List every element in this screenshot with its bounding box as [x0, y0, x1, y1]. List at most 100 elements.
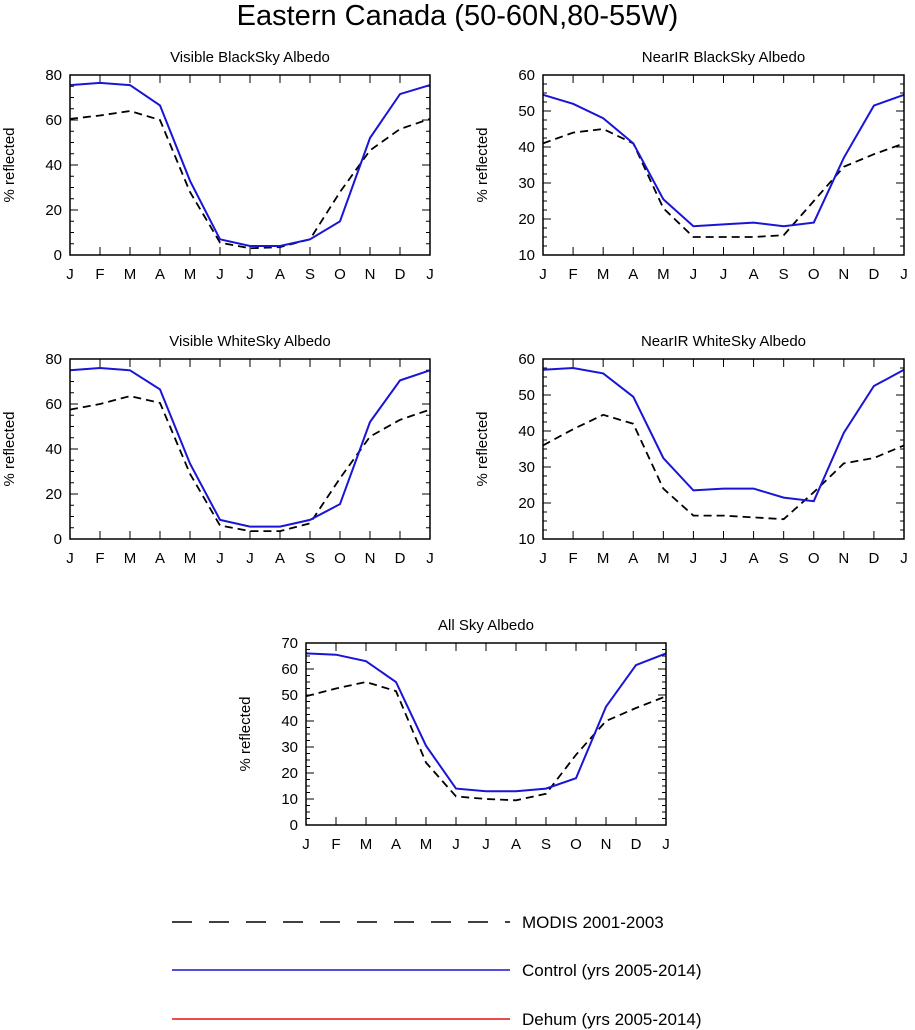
y-tick-label: 10 [518, 531, 535, 548]
y-tick-label: 60 [518, 351, 535, 368]
x-tick-label: A [155, 550, 165, 567]
x-tick-label: J [302, 836, 310, 853]
y-tick-label: 30 [518, 175, 535, 192]
x-tick-label: D [395, 550, 406, 567]
legend-item-3: Dehum (yrs 2005-2014) [172, 1010, 702, 1029]
y-tick-label: 30 [518, 459, 535, 476]
y-tick-label: 70 [281, 635, 298, 652]
y-axis-label: % reflected [1, 127, 18, 202]
series-line-modis [69, 395, 431, 532]
x-tick-label: M [597, 550, 610, 567]
plot-frame [69, 358, 431, 540]
legend: MODIS 2001-2003 Control (yrs 2005-2014) De… [172, 913, 702, 1029]
y-tick-label: 50 [518, 387, 535, 404]
y-tick-label: 20 [518, 495, 535, 512]
y-axis-label: % reflected [237, 696, 254, 771]
y-axis-label: % reflected [474, 127, 491, 202]
chart-panel-3: Visible WhiteSky Albedo % reflected 0 20 40 6… [1, 333, 434, 567]
x-tick-label: F [568, 266, 577, 283]
y-axis-label: % reflected [474, 411, 491, 486]
x-tick-label: M [184, 550, 197, 567]
panel-title: All Sky Albedo [438, 617, 534, 634]
x-tick-label: A [391, 836, 401, 853]
series-line-control [305, 652, 667, 793]
x-tick-label: J [66, 266, 74, 283]
x-tick-label: J [246, 550, 254, 567]
series-line-control [69, 366, 431, 528]
x-tick-label: J [66, 550, 74, 567]
x-tick-label: J [690, 266, 698, 283]
y-tick-label: 40 [45, 441, 62, 458]
x-tick-label: M [420, 836, 433, 853]
x-tick-label: S [305, 550, 315, 567]
x-tick-label: J [216, 266, 224, 283]
x-tick-label: F [331, 836, 340, 853]
y-tick-label: 10 [281, 791, 298, 808]
x-tick-label: J [452, 836, 460, 853]
chart-panel-5: All Sky Albedo % reflected 0 10 20 30 40 50 60 70… [237, 617, 670, 853]
x-tick-label: J [539, 266, 547, 283]
y-tick-label: 80 [45, 351, 62, 368]
y-tick-label: 50 [281, 687, 298, 704]
y-tick-label: 0 [54, 531, 62, 548]
series-line-control [69, 81, 431, 247]
plot-frame [542, 74, 905, 256]
x-tick-label: J [426, 266, 434, 283]
y-tick-label: 20 [518, 211, 535, 228]
x-tick-label: O [334, 550, 346, 567]
x-tick-label: S [779, 550, 789, 567]
chart-panel-4: NearIR WhiteSky Albedo % reflected 10 20 30 4… [474, 333, 908, 567]
x-tick-label: A [275, 550, 285, 567]
panel-title: NearIR WhiteSky Albedo [641, 333, 806, 350]
figure-title: Eastern Canada (50-60N,80-55W) [236, 0, 679, 32]
y-tick-label: 0 [290, 817, 298, 834]
x-tick-label: N [365, 266, 376, 283]
y-tick-label: 50 [518, 103, 535, 120]
x-tick-label: M [124, 550, 137, 567]
x-tick-label: M [184, 266, 197, 283]
x-tick-label: A [275, 266, 285, 283]
y-tick-label: 60 [45, 396, 62, 413]
y-tick-label: 60 [518, 67, 535, 84]
x-tick-label: O [808, 550, 820, 567]
x-tick-label: J [720, 266, 728, 283]
x-tick-label: M [360, 836, 373, 853]
plot-frame [69, 74, 431, 256]
legend-label: Dehum (yrs 2005-2014) [522, 1010, 702, 1029]
x-tick-label: J [216, 550, 224, 567]
x-tick-label: N [601, 836, 612, 853]
y-tick-label: 20 [281, 765, 298, 782]
y-tick-label: 60 [281, 661, 298, 678]
y-tick-label: 40 [518, 139, 535, 156]
x-tick-label: D [868, 266, 879, 283]
x-tick-label: M [657, 550, 670, 567]
x-tick-label: J [662, 836, 670, 853]
x-tick-label: J [482, 836, 490, 853]
x-tick-label: M [657, 266, 670, 283]
legend-item-2: Control (yrs 2005-2014) [172, 961, 702, 980]
x-tick-label: F [95, 550, 104, 567]
x-tick-label: A [155, 266, 165, 283]
x-tick-label: M [124, 266, 137, 283]
x-tick-label: F [95, 266, 104, 283]
series-line-control [542, 93, 905, 228]
x-tick-label: J [539, 550, 547, 567]
chart-panel-1: Visible BlackSky Albedo % reflected 0 20 40 6… [1, 49, 434, 283]
x-tick-label: O [570, 836, 582, 853]
x-tick-label: D [395, 266, 406, 283]
y-tick-label: 40 [45, 157, 62, 174]
x-tick-label: J [246, 266, 254, 283]
y-axis-label: % reflected [1, 411, 18, 486]
series-line-modis [542, 128, 905, 238]
x-tick-label: S [305, 266, 315, 283]
legend-label: Control (yrs 2005-2014) [522, 961, 702, 980]
panel-title: Visible BlackSky Albedo [170, 49, 330, 66]
x-tick-label: S [779, 266, 789, 283]
x-tick-label: J [900, 266, 908, 283]
plot-frame [542, 358, 905, 540]
x-tick-label: O [808, 266, 820, 283]
x-tick-label: A [628, 550, 638, 567]
y-tick-label: 0 [54, 247, 62, 264]
x-tick-label: F [568, 550, 577, 567]
x-tick-label: N [365, 550, 376, 567]
